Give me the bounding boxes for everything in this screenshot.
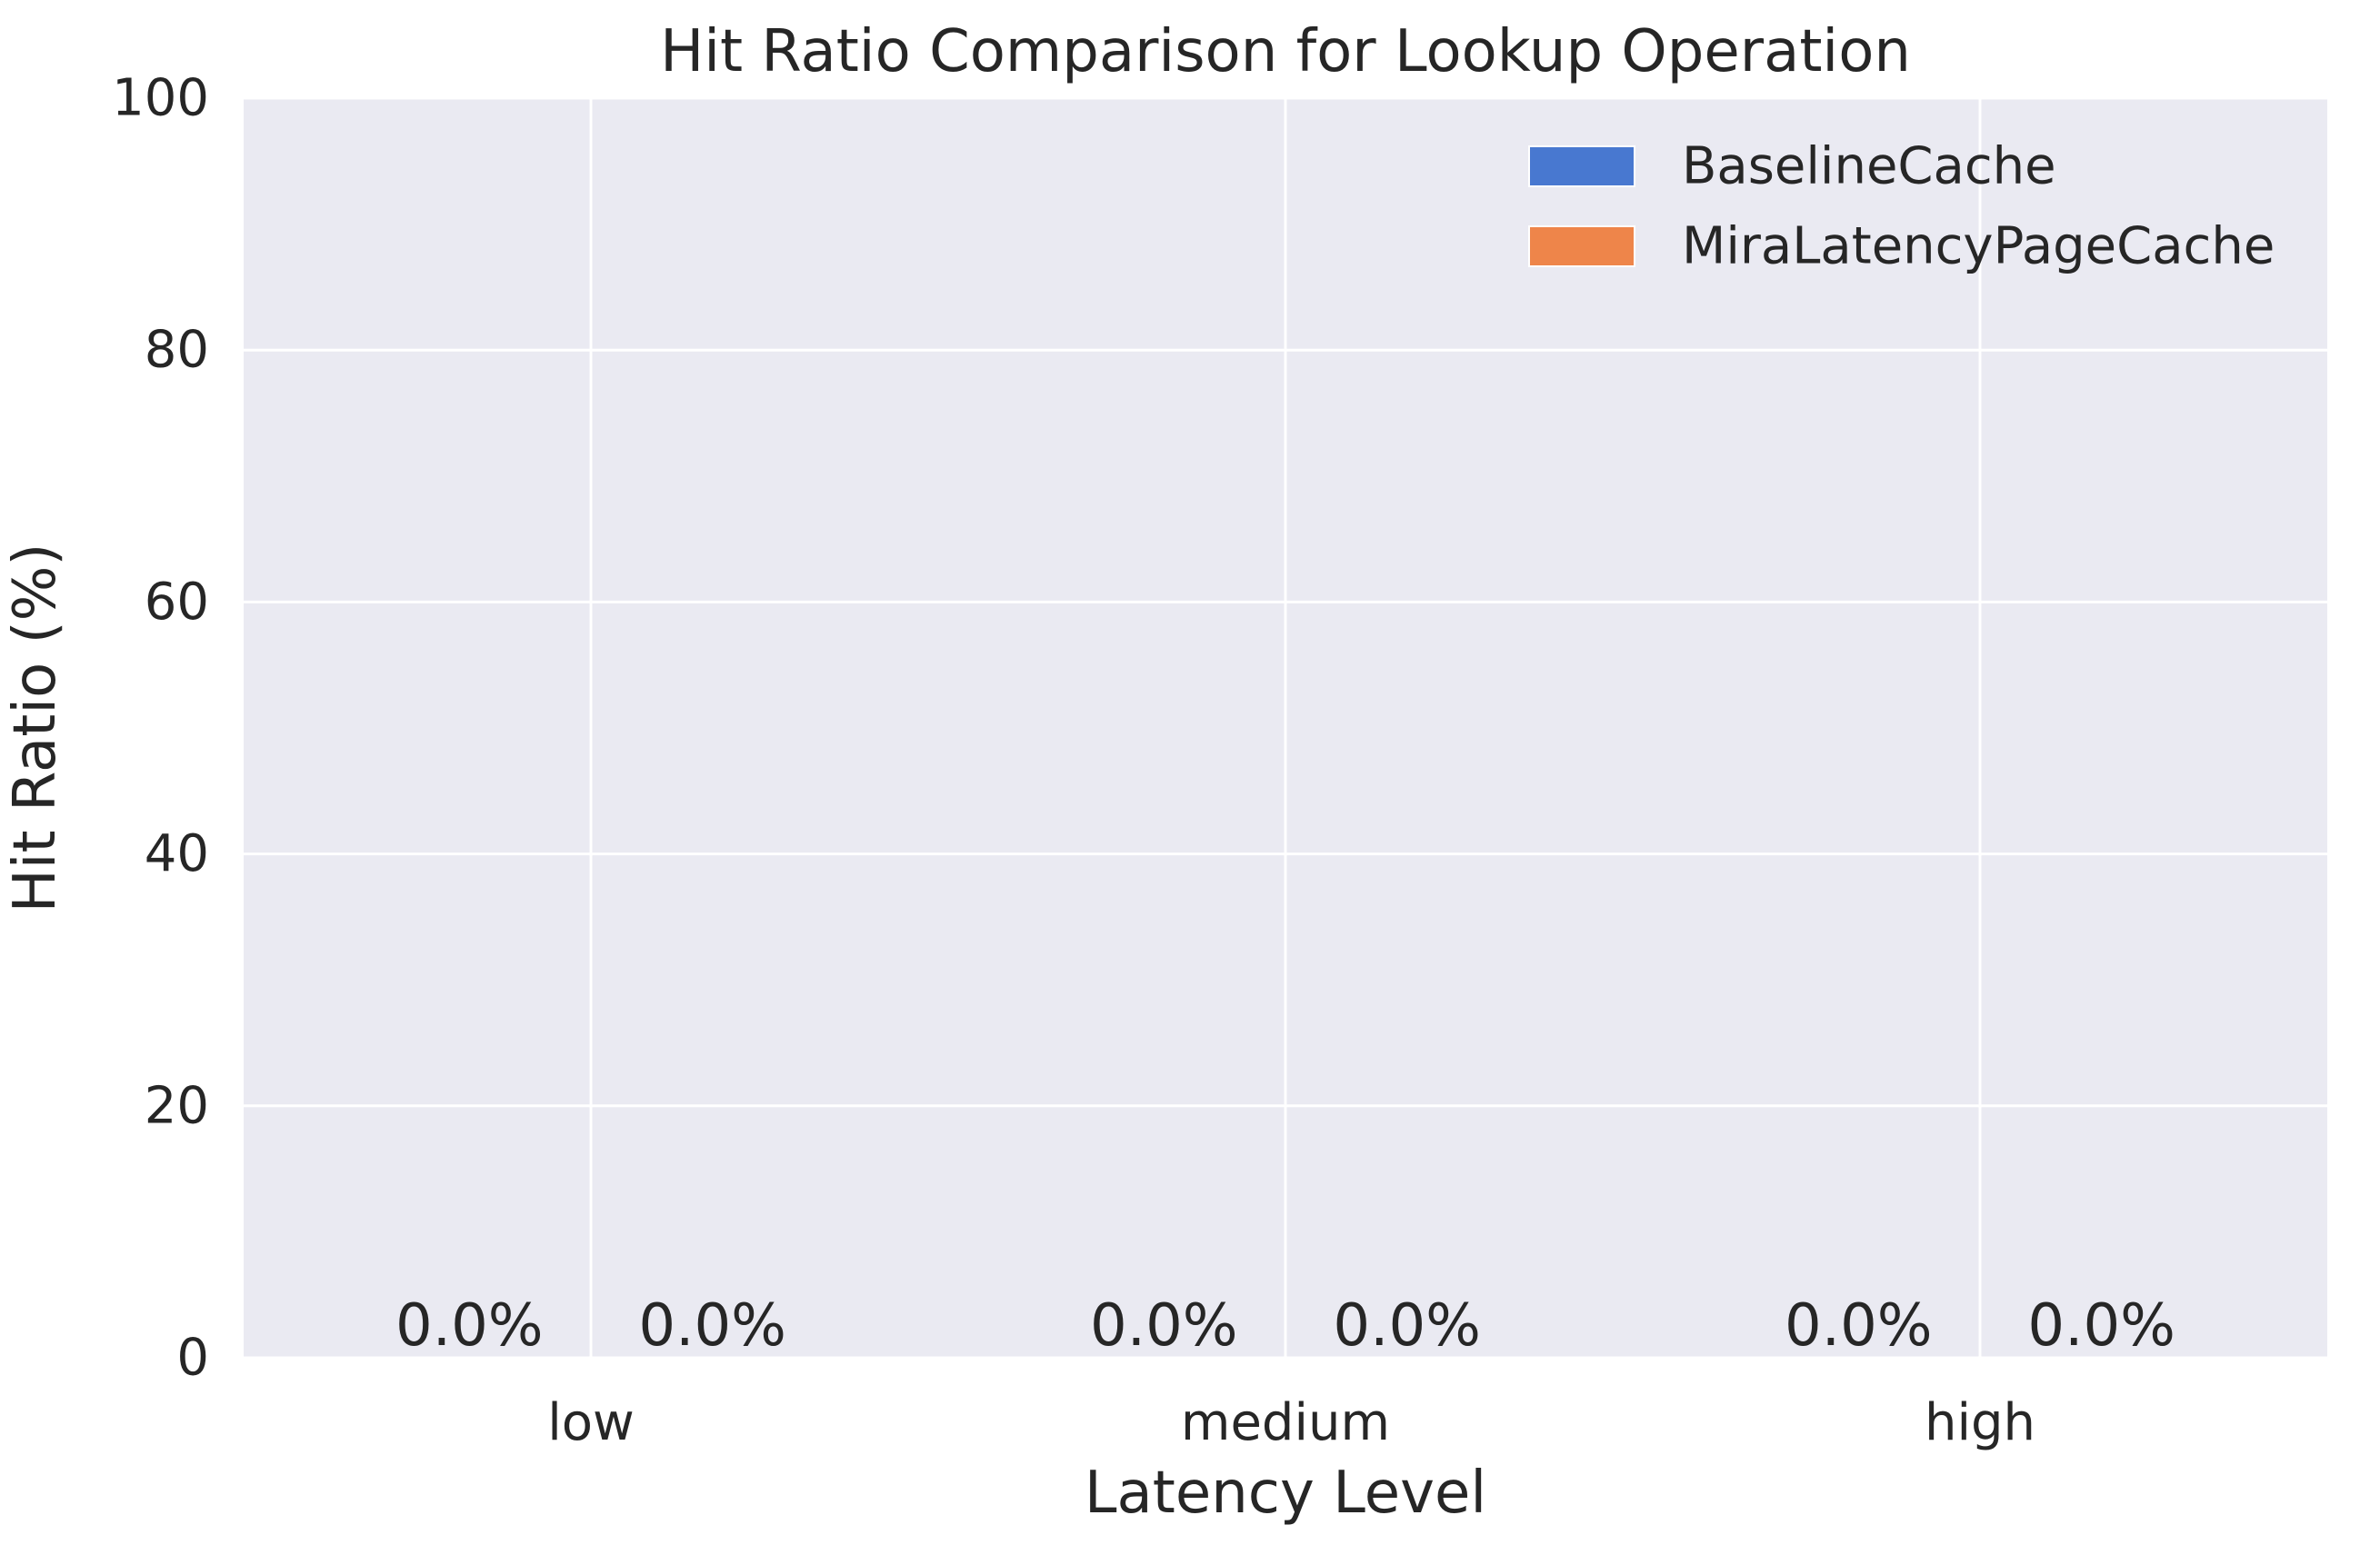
y-tick-label: 60 [145,573,209,632]
y-tick-label: 40 [145,824,209,883]
legend-label: MiraLatencyPageCache [1682,217,2275,276]
bar-value-labels: 0.0% 0.0% 0.0% 0.0% 0.0% 0.0% [395,1292,2175,1360]
legend-swatch [1528,225,1635,267]
x-axis-label: Latency Level [1085,1460,1486,1527]
x-tick-label: high [1925,1393,2035,1452]
legend-label: BaselineCache [1682,137,2056,196]
x-tick-label: medium [1181,1393,1390,1452]
y-axis-ticks: 0 20 40 60 80 100 [112,69,209,1388]
x-axis-ticks: low medium high [547,1393,2035,1452]
bar-value-label: 0.0% [395,1292,544,1360]
chart-title: Hit Ratio Comparison for Lookup Operatio… [660,18,1911,85]
y-tick-label: 0 [176,1329,209,1388]
y-tick-label: 80 [145,321,209,380]
y-tick-label: 20 [145,1076,209,1135]
bar-value-label: 0.0% [1785,1292,1933,1360]
y-tick-label: 100 [112,69,209,128]
bar-value-label: 0.0% [638,1292,786,1360]
bar-value-label: 0.0% [2027,1292,2175,1360]
x-tick-label: low [547,1393,635,1452]
y-axis-label: Hit Ratio (%) [2,543,69,913]
legend-swatch [1528,145,1635,187]
grid-lines [244,96,2327,1360]
bar-value-label: 0.0% [1090,1292,1238,1360]
bar-value-label: 0.0% [1333,1292,1481,1360]
legend: BaselineCache MiraLatencyPageCache [1528,137,2275,276]
